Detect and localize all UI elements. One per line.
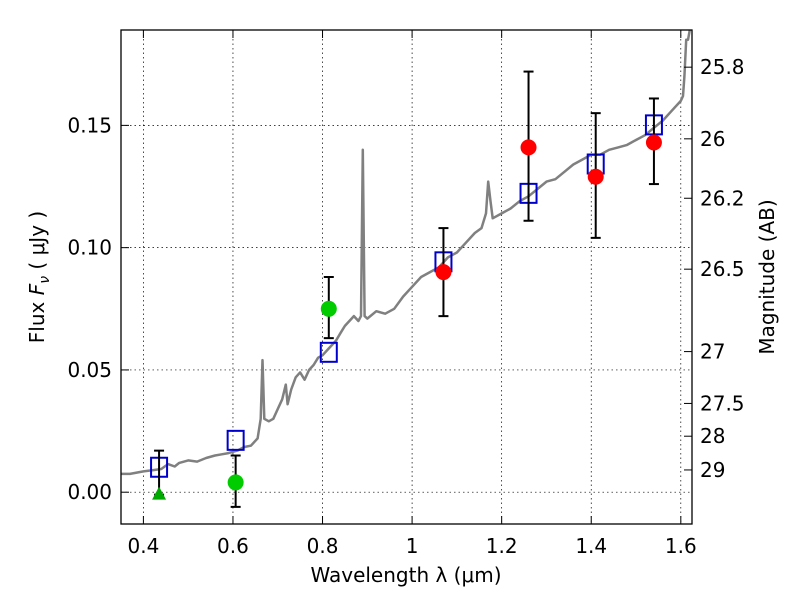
x-tick-label: 0.8	[307, 534, 339, 558]
observed-marker	[320, 300, 337, 317]
x-tick-label: 0.6	[217, 534, 249, 558]
x-tick-label: 1.4	[575, 534, 607, 558]
y2-tick-label: 26.5	[700, 257, 745, 281]
y-tick-label: 0.00	[67, 480, 112, 504]
y-axis-title-unit: ( μJy )	[25, 211, 49, 276]
observed-marker	[645, 134, 662, 151]
y2-tick-label: 27.5	[700, 391, 745, 415]
x-axis: 0.4 0.6 0.8 1 1.2 1.4 1.6	[127, 30, 697, 558]
x-tick-label: 0.4	[127, 534, 159, 558]
observed-marker	[520, 139, 537, 156]
y2-axis-title: Magnitude (AB)	[755, 199, 779, 354]
model-photometry-marker	[319, 341, 338, 363]
upper-limit-marker	[152, 486, 167, 500]
observed-marker	[227, 474, 244, 491]
observed-marker	[587, 168, 604, 185]
data-markers	[150, 70, 663, 508]
y-axis-title-symbol: F	[25, 283, 49, 295]
model-photometry-marker	[226, 429, 245, 451]
x-tick-label: 1	[406, 534, 419, 558]
y-tick-label: 0.10	[67, 236, 112, 260]
y2-axis: 25.8 26 26.2 26.5 27 27.5 28 29	[684, 55, 745, 482]
y2-tick-label: 25.8	[700, 55, 745, 79]
y-tick-label: 0.05	[67, 358, 112, 382]
x-tick-label: 1.2	[486, 534, 518, 558]
plot-frame	[120, 29, 693, 525]
y2-tick-label: 27	[700, 340, 725, 364]
y-axis-title-prefix: Flux	[25, 295, 49, 343]
y2-tick-label: 29	[700, 458, 725, 482]
x-axis-title: Wavelength λ (μm)	[310, 563, 501, 587]
y2-tick-label: 26	[700, 127, 725, 151]
y-axis-title: Flux Fν ( μJy )	[25, 211, 53, 343]
y2-tick-label: 28	[700, 424, 725, 448]
observed-marker	[435, 264, 452, 281]
y2-tick-label: 26.2	[700, 186, 745, 210]
y-axis: 0.00 0.05 0.10 0.15	[67, 113, 129, 504]
grid-lines	[121, 30, 692, 524]
x-tick-label: 1.6	[665, 534, 697, 558]
y-tick-label: 0.15	[67, 113, 112, 137]
y-axis-title-subscript: ν	[37, 276, 53, 284]
